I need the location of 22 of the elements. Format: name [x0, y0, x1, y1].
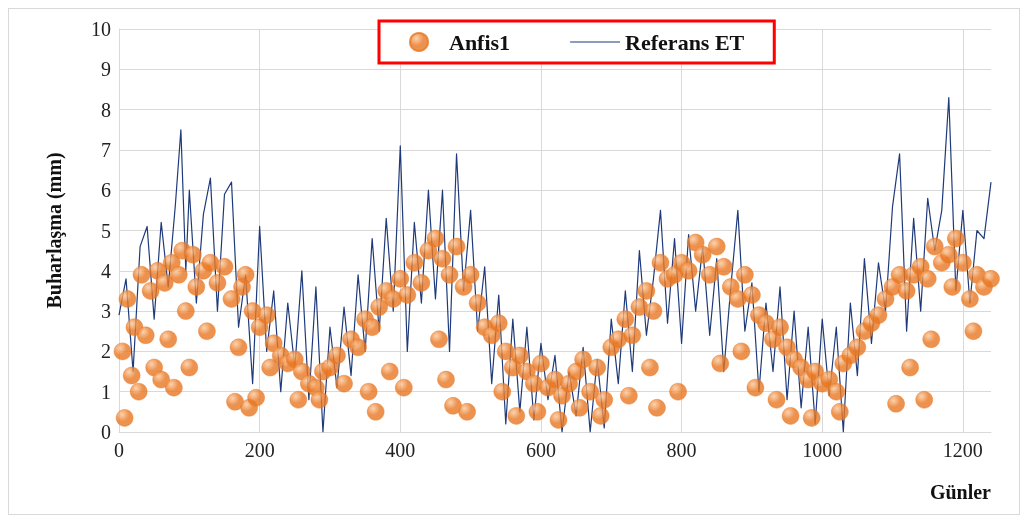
y-tick-label: 7 — [101, 138, 111, 161]
y-tick-label: 0 — [101, 421, 111, 443]
y-tick-label: 10 — [91, 18, 111, 40]
y-tick-label: 8 — [101, 98, 111, 121]
legend-label: Referans ET — [625, 29, 745, 55]
x-tick-label: 800 — [666, 439, 697, 461]
x-tick-label: 1000 — [802, 439, 843, 461]
y-tick-label: 6 — [101, 179, 111, 202]
x-tick-label: 600 — [525, 439, 556, 461]
y-tick-label: 4 — [101, 259, 111, 282]
legend-label: Anfis1 — [449, 29, 511, 55]
line-series — [118, 96, 992, 433]
y-tick-label: 9 — [101, 58, 111, 81]
y-tick-label: 5 — [101, 219, 111, 242]
y-tick-label: 3 — [101, 300, 111, 323]
x-axis-title: Günler — [929, 481, 992, 503]
y-tick-label: 2 — [101, 340, 111, 363]
y-axis-title: Buharlaşma (mm) — [43, 152, 66, 309]
y-tick-label: 1 — [101, 380, 111, 403]
x-tick-label: 400 — [385, 439, 416, 461]
x-tick-label: 1200 — [942, 439, 983, 461]
x-tick-label: 200 — [244, 439, 275, 461]
